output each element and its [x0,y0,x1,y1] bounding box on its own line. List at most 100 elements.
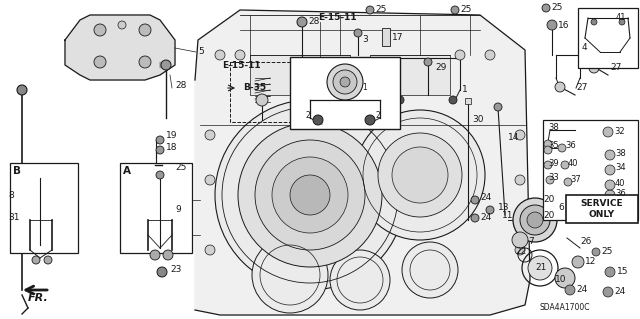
Text: 24: 24 [614,287,625,296]
Text: 24: 24 [576,286,588,294]
Text: 22: 22 [515,248,526,256]
Circle shape [592,248,600,256]
Text: 1: 1 [362,84,367,93]
Circle shape [605,267,615,277]
Circle shape [327,64,363,100]
Text: 34: 34 [615,164,626,173]
Text: 8: 8 [8,190,13,199]
Text: 11: 11 [502,211,513,219]
Circle shape [297,17,307,27]
Circle shape [544,161,552,169]
Circle shape [163,250,173,260]
Bar [566,195,638,223]
Text: 17: 17 [392,33,403,42]
Circle shape [527,212,543,228]
Circle shape [330,250,390,310]
Text: 10: 10 [555,276,566,285]
Circle shape [555,82,565,92]
Circle shape [455,50,465,60]
Text: 31: 31 [8,213,19,222]
Text: 6: 6 [558,203,564,211]
Circle shape [94,24,106,36]
Bar [250,55,350,95]
Circle shape [139,56,151,68]
Text: 16: 16 [558,20,570,29]
Bar [543,120,638,220]
Circle shape [255,140,365,250]
Circle shape [355,110,485,240]
Text: 25: 25 [375,5,387,14]
Polygon shape [65,15,175,80]
Text: B-35: B-35 [243,84,266,93]
Text: 2: 2 [375,110,380,120]
Circle shape [333,70,357,94]
Circle shape [515,130,525,140]
Circle shape [139,24,151,36]
Circle shape [44,256,52,264]
Circle shape [150,250,160,260]
Circle shape [215,100,405,290]
Circle shape [118,21,126,29]
Circle shape [340,77,350,87]
Circle shape [572,256,584,268]
Circle shape [513,198,557,242]
Circle shape [354,29,362,37]
Circle shape [156,146,164,154]
Text: 3: 3 [362,35,368,44]
Circle shape [603,287,613,297]
Text: SDA4A1700C: SDA4A1700C [540,303,591,313]
Text: 14: 14 [508,133,520,143]
Circle shape [94,56,106,68]
Circle shape [515,175,525,185]
Circle shape [471,196,479,204]
Text: 25: 25 [460,5,472,14]
Circle shape [564,178,572,186]
Circle shape [605,150,615,160]
Text: 5: 5 [198,48,204,56]
Text: 41: 41 [616,13,627,23]
Text: 25: 25 [601,248,612,256]
Circle shape [547,20,557,30]
Text: A: A [123,166,131,176]
Circle shape [515,245,525,255]
Text: 25: 25 [175,164,186,173]
Text: 13: 13 [498,204,509,212]
Circle shape [205,130,215,140]
Circle shape [546,176,554,184]
Text: 32: 32 [614,128,625,137]
Polygon shape [195,10,530,315]
Bar [382,28,390,46]
Circle shape [544,140,552,148]
Circle shape [32,256,40,264]
Circle shape [565,285,575,295]
Circle shape [451,6,459,14]
Circle shape [313,115,323,125]
Text: 15: 15 [617,268,628,277]
Text: 1: 1 [462,85,468,94]
Circle shape [512,232,528,248]
Circle shape [205,245,215,255]
Circle shape [555,268,575,288]
Circle shape [215,50,225,60]
Text: 27: 27 [610,63,621,72]
Text: 21: 21 [535,263,547,272]
Text: 35: 35 [548,142,559,151]
Circle shape [238,123,382,267]
Circle shape [520,205,550,235]
Text: 40: 40 [568,159,579,167]
Text: E-15-11: E-15-11 [318,13,356,23]
Circle shape [365,115,375,125]
Circle shape [486,206,494,214]
Circle shape [252,237,328,313]
Circle shape [235,50,245,60]
Text: E-15-11: E-15-11 [222,61,260,70]
Circle shape [471,214,479,222]
Text: 33: 33 [548,174,559,182]
Circle shape [392,147,448,203]
Circle shape [605,165,615,175]
Text: 2: 2 [305,110,310,120]
Text: 24: 24 [480,194,492,203]
Bar [10,163,78,253]
Circle shape [558,144,566,152]
Circle shape [424,58,432,66]
